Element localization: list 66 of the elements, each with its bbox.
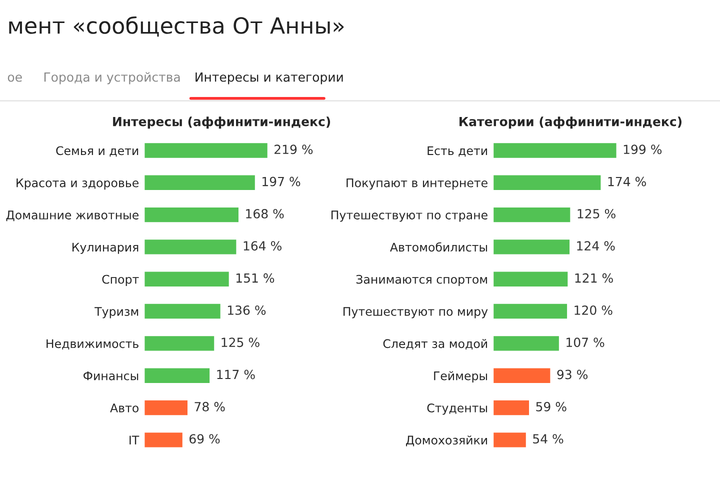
data-label: 120 % — [574, 305, 612, 315]
bar — [144, 270, 230, 288]
text: мент «сообщества От Анны» — [9, 16, 344, 37]
data-label: 174 % — [608, 176, 646, 186]
y-tick-label: Домохозяйки — [406, 435, 487, 446]
y-tick-label: Занимаются спортом — [356, 274, 487, 286]
bar — [492, 206, 572, 224]
chart-title: Интересы (аффинити-индекс) — [113, 116, 330, 129]
y-tick-label: Домашние животные — [6, 210, 139, 222]
bar — [492, 142, 618, 160]
y-tick-label: Геймеры — [434, 371, 488, 383]
y-tick-label: Красота и здоровье — [16, 178, 139, 190]
bar — [144, 302, 222, 320]
bar — [144, 142, 269, 160]
data-label: 197 % — [262, 176, 300, 186]
y-tick-label: Финансы — [84, 371, 138, 380]
bar — [144, 334, 216, 352]
bar — [492, 399, 530, 416]
data-label: 219 % — [274, 144, 313, 154]
data-label: 168 % — [246, 208, 284, 218]
y-tick-label: IT — [130, 436, 140, 444]
data-label: 124 % — [577, 241, 615, 251]
y-tick-label: Авто — [110, 404, 138, 412]
y-tick-label: Путешествуют по миру — [344, 307, 488, 318]
y-tick-label: Автомобилисты — [390, 242, 488, 252]
data-label: 117 % — [217, 370, 255, 380]
text: Интересы и категории — [196, 72, 343, 84]
data-label: 69 % — [190, 434, 220, 444]
data-label: 107 % — [566, 338, 604, 348]
data-label: 125 % — [222, 338, 260, 348]
bar — [492, 238, 571, 256]
bar — [492, 270, 570, 288]
y-tick-label: Недвижимость — [46, 339, 138, 350]
bar — [144, 206, 240, 224]
bar — [492, 431, 528, 449]
data-label: 78 % — [194, 402, 225, 412]
y-tick-label: Покупают в интернете — [346, 178, 488, 190]
y-tick-label: Туризм — [94, 307, 138, 318]
y-tick-label: Спорт — [102, 274, 139, 286]
bar — [144, 238, 238, 256]
y-tick-label: Путешествуют по стране — [331, 210, 488, 222]
data-label: 121 % — [575, 273, 613, 283]
y-tick-label: Семья и дети — [56, 146, 138, 157]
bar — [492, 366, 552, 384]
y-tick-label: Есть дети — [428, 146, 487, 157]
data-label: 93 % — [557, 370, 588, 380]
bar — [492, 334, 560, 352]
data-label: 125 % — [578, 208, 616, 218]
bar — [492, 302, 568, 320]
bar — [492, 174, 602, 192]
text: Города и устройства — [44, 72, 180, 84]
bar — [144, 174, 256, 192]
y-tick-label: Следят за модой — [383, 339, 487, 350]
data-label: 151 % — [236, 273, 274, 283]
chart-title: Категории (аффинити-индекс) — [460, 116, 682, 129]
data-label: 199 % — [624, 144, 662, 154]
data-label: 59 % — [536, 402, 566, 412]
bar — [144, 399, 189, 416]
data-label: 164 % — [244, 241, 282, 251]
text: ое — [8, 74, 22, 82]
data-label: 54 % — [533, 434, 564, 444]
bar — [144, 366, 211, 384]
y-tick-label: Студенты — [427, 403, 488, 415]
bar — [144, 431, 184, 449]
data-label: 136 % — [228, 305, 266, 315]
y-tick-label: Кулинария — [72, 242, 138, 254]
